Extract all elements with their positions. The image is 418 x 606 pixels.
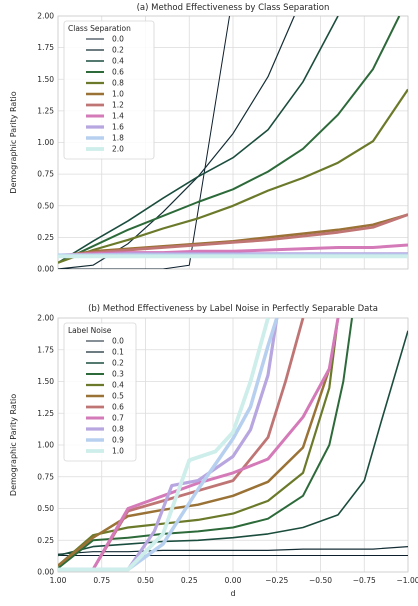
x-tick-label: −0.75 [353, 576, 376, 585]
legend-title: Label Noise [68, 326, 112, 335]
series-line-0.7 [58, 318, 340, 571]
y-tick-label: 2.00 [37, 12, 54, 21]
legend-entry: 0.9 [112, 436, 124, 445]
x-tick-label: 0.50 [137, 576, 154, 585]
series-line-0.2 [58, 16, 295, 269]
y-tick-label: 1.00 [37, 441, 54, 450]
y-tick-label: 1.75 [37, 345, 54, 354]
legend-box [63, 322, 137, 462]
y-tick-label: 1.50 [37, 75, 54, 84]
x-axis-label: d [230, 589, 235, 598]
series-line-0.0 [58, 16, 230, 269]
series-line-0.3 [58, 318, 353, 569]
legend-entry: 1.8 [112, 134, 124, 143]
x-tick-label: −0.50 [309, 576, 332, 585]
legend-entry: 0.7 [112, 414, 124, 423]
y-tick-label: 0.25 [37, 536, 54, 545]
y-tick-label: 0.25 [37, 233, 54, 242]
legend-entry: 2.0 [112, 145, 124, 154]
x-tick-label: 0.25 [181, 576, 198, 585]
series-line-0.8 [58, 88, 408, 264]
y-axis-label: Demographic Parity Ratio [9, 91, 18, 193]
plot-frame [57, 317, 409, 573]
legend-entry: 0.6 [112, 68, 124, 77]
legend-entry: 0.3 [112, 370, 124, 379]
y-tick-label: 1.25 [37, 409, 54, 418]
y-tick-label: 0.75 [37, 472, 54, 481]
series-line-0.2 [58, 330, 408, 557]
y-tick-label: 1.25 [37, 106, 54, 115]
legend-entry: 1.6 [112, 123, 124, 132]
series-line-0.1 [58, 546, 408, 555]
y-tick-label: 1.00 [37, 138, 54, 147]
chart-panel-b: (b) Method Effectiveness by Label Noise … [9, 304, 418, 598]
legend-entry: 0.0 [112, 35, 124, 44]
legend-entry: 0.2 [112, 46, 124, 55]
legend-entry: 0.5 [112, 392, 124, 401]
series-line-0.6 [58, 16, 401, 264]
x-tick-label: 0.75 [93, 576, 110, 585]
y-tick-label: 1.75 [37, 43, 54, 52]
series-line-0.4 [58, 318, 340, 567]
y-tick-label: 0.50 [37, 201, 54, 210]
legend-entry: 0.1 [112, 348, 124, 357]
legend-entry: 0.2 [112, 359, 124, 368]
legend-entry: 1.0 [112, 447, 124, 456]
y-tick-label: 0.75 [37, 170, 54, 179]
y-tick-label: 0.00 [37, 265, 54, 274]
legend-entry: 1.2 [112, 101, 124, 110]
legend-entry: 0.0 [112, 337, 124, 346]
legend-entry: 0.8 [112, 79, 124, 88]
y-tick-label: 0.00 [37, 568, 54, 577]
series-line-1.2 [58, 213, 408, 258]
legend-entry: 1.4 [112, 112, 124, 121]
series-line-0.5 [58, 318, 340, 567]
y-tick-label: 1.50 [37, 377, 54, 386]
chart-title: (a) Method Effectiveness by Class Separa… [137, 3, 330, 13]
legend-entry: 0.8 [112, 425, 124, 434]
chart-title: (b) Method Effectiveness by Label Noise … [88, 304, 378, 314]
y-tick-label: 0.50 [37, 504, 54, 513]
plot-frame [57, 15, 409, 270]
y-tick-label: 2.00 [37, 314, 54, 323]
legend-box [63, 20, 155, 160]
x-tick-label: 1.00 [50, 576, 67, 585]
chart-panel-a: (a) Method Effectiveness by Class Separa… [9, 3, 409, 274]
x-tick-label: −1.00 [397, 576, 418, 585]
legend-entry: 0.6 [112, 403, 124, 412]
series-line-0.4 [58, 16, 339, 264]
legend-entry: 0.4 [112, 381, 124, 390]
x-tick-label: 0.00 [225, 576, 242, 585]
legend-entry: 1.0 [112, 90, 124, 99]
legend-title: Class Separation [68, 24, 131, 33]
series-line-1.0 [58, 318, 270, 572]
y-axis-label: Demographic Parity Ratio [9, 394, 18, 496]
legend-entry: 0.4 [112, 57, 124, 66]
x-tick-label: −0.25 [265, 576, 288, 585]
